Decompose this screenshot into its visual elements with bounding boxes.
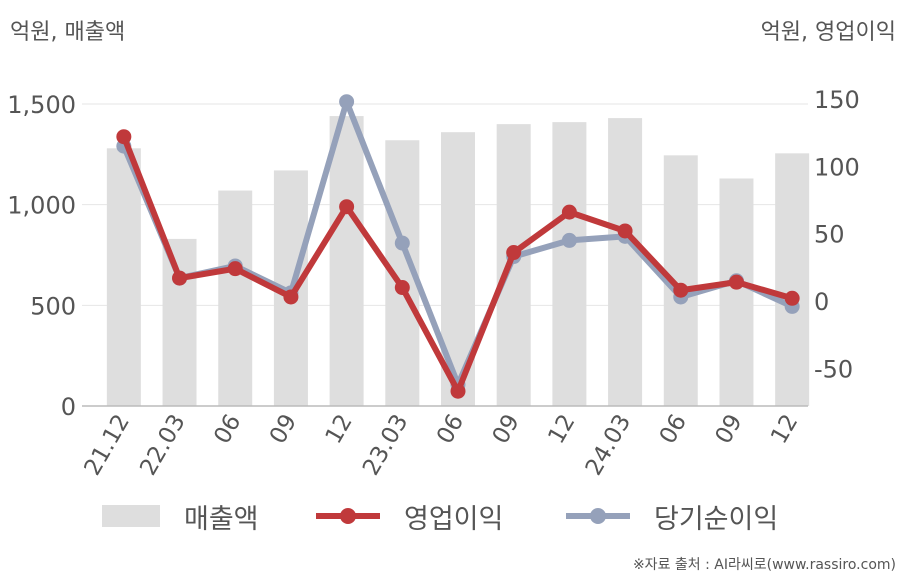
bar-revenue bbox=[608, 118, 643, 407]
right-tick-label: 50 bbox=[814, 221, 845, 249]
right-tick-label: 150 bbox=[814, 86, 860, 114]
combo-chart: 0 500 1,000 1,500 -50 0 50 100 150 21.12 22.03 06 09… bbox=[7, 86, 860, 480]
point-operating-profit bbox=[561, 204, 577, 220]
legend-item-net-income: 당기순이익 bbox=[566, 492, 778, 540]
right-tick-label: 100 bbox=[814, 153, 860, 181]
bar-revenue bbox=[329, 116, 364, 406]
x-tick-label: 21.12 bbox=[80, 410, 135, 480]
x-tick-label: 24.03 bbox=[581, 410, 636, 480]
point-operating-profit bbox=[339, 199, 355, 215]
legend-item-operating-profit: 영업이익 bbox=[316, 492, 503, 540]
x-tick-label: 09 bbox=[488, 410, 525, 448]
x-tick-label: 22.03 bbox=[135, 410, 190, 480]
x-tick-label: 06 bbox=[432, 410, 469, 448]
point-net-income bbox=[339, 94, 355, 110]
left-tick-label: 0 bbox=[61, 393, 76, 421]
legend-label-operating-profit: 영업이익 bbox=[404, 503, 504, 535]
bar-revenue bbox=[719, 178, 754, 406]
point-operating-profit bbox=[283, 289, 299, 305]
legend: 매출액 영업이익 당기순이익 bbox=[0, 492, 908, 540]
legend-swatch-operating-profit bbox=[316, 505, 380, 527]
bar-revenue bbox=[496, 124, 531, 406]
left-tick-label: 1,500 bbox=[7, 91, 76, 119]
point-operating-profit bbox=[227, 261, 243, 277]
bar-revenue bbox=[106, 148, 141, 406]
point-net-income bbox=[561, 232, 577, 248]
x-tick-label: 12 bbox=[543, 410, 580, 448]
legend-item-revenue: 매출액 bbox=[102, 492, 259, 540]
point-operating-profit bbox=[116, 129, 132, 145]
bar-revenue bbox=[775, 153, 810, 406]
point-operating-profit bbox=[506, 245, 522, 261]
bar-revenue bbox=[162, 238, 197, 406]
point-operating-profit bbox=[394, 280, 410, 296]
point-operating-profit bbox=[728, 274, 744, 290]
x-tick-label: 06 bbox=[655, 410, 692, 448]
point-operating-profit bbox=[784, 290, 800, 306]
left-axis-unit: 억원, 매출액 bbox=[10, 20, 126, 45]
x-tick-label: 23.03 bbox=[358, 410, 413, 480]
right-tick-label: -50 bbox=[814, 355, 853, 383]
point-operating-profit bbox=[617, 223, 633, 239]
x-tick-label: 09 bbox=[265, 410, 302, 448]
point-operating-profit bbox=[450, 383, 466, 399]
point-operating-profit bbox=[673, 282, 689, 298]
x-tick-label: 06 bbox=[209, 410, 246, 448]
point-net-income bbox=[394, 235, 410, 251]
right-tick-label: 0 bbox=[814, 288, 829, 316]
x-tick-label: 12 bbox=[766, 410, 803, 448]
bar-revenue bbox=[552, 122, 587, 407]
x-tick-label: 09 bbox=[711, 410, 748, 448]
legend-label-net-income: 당기순이익 bbox=[654, 503, 779, 535]
legend-swatch-net-income bbox=[566, 505, 630, 527]
left-tick-label: 1,000 bbox=[7, 192, 76, 220]
legend-swatch-revenue bbox=[102, 505, 160, 527]
left-tick-label: 500 bbox=[30, 292, 76, 320]
x-tick-label: 12 bbox=[321, 410, 358, 448]
bar-revenue bbox=[218, 190, 253, 406]
source-note: ※자료 출처 : AI라씨로(www.rassiro.com) bbox=[632, 557, 896, 573]
point-operating-profit bbox=[172, 270, 188, 286]
legend-label-revenue: 매출액 bbox=[184, 503, 259, 535]
right-axis-unit: 억원, 영업이익 bbox=[760, 20, 896, 45]
